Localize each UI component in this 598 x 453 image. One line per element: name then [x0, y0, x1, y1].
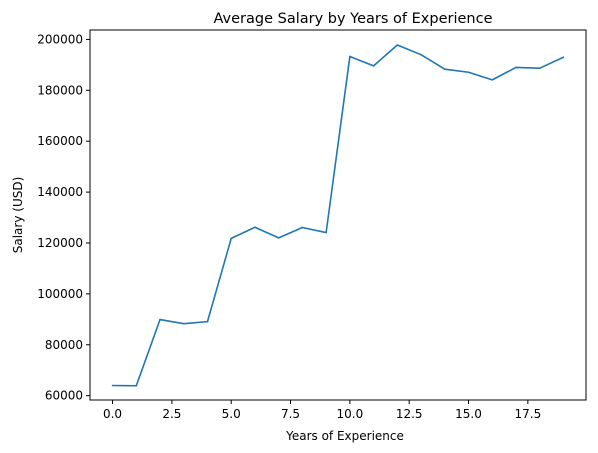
data-point [372, 65, 375, 67]
data-point [562, 56, 565, 59]
data-point [467, 71, 470, 74]
y-tick-label: 100000 [37, 287, 83, 301]
y-tick-label: 160000 [37, 134, 83, 148]
plot-area [111, 44, 565, 387]
x-tick-label: 17.5 [514, 407, 541, 421]
x-axis-label: Years of Experience [285, 429, 404, 443]
data-point [443, 68, 446, 70]
y-tick-label: 80000 [45, 338, 83, 352]
data-point [301, 226, 304, 229]
x-tick-label: 7.5 [281, 407, 300, 421]
data-point [515, 66, 517, 69]
data-point [420, 53, 422, 56]
data-point [182, 322, 185, 325]
data-point [349, 55, 351, 58]
x-tick-label: 0.0 [103, 407, 122, 421]
data-point [538, 67, 541, 69]
y-axis: 60000 80000 100000 120000 140000 160000 180000… [37, 32, 90, 403]
data-point [159, 318, 161, 321]
x-tick-label: 12.5 [396, 407, 423, 421]
y-tick-label: 180000 [37, 83, 83, 97]
x-axis: 0.0 2.5 5.0 7.5 10.0 12.5 15.0 17.5 [103, 400, 541, 421]
data-point [325, 231, 327, 234]
y-tick-label: 60000 [45, 389, 83, 403]
y-axis-label: Salary (USD) [11, 177, 25, 254]
data-point [206, 320, 209, 323]
y-tick-label: 140000 [37, 185, 83, 199]
salary-line-series [112, 44, 564, 387]
data-point [135, 384, 138, 387]
data-point [396, 44, 399, 46]
data-point [491, 79, 494, 81]
data-point [277, 237, 280, 239]
data-point [254, 226, 256, 229]
data-point [230, 237, 233, 240]
x-tick-label: 2.5 [162, 407, 181, 421]
y-tick-label: 120000 [37, 236, 83, 250]
data-point [111, 384, 114, 387]
x-tick-label: 15.0 [455, 407, 482, 421]
plot-frame [89, 29, 587, 401]
x-tick-label: 5.0 [222, 407, 241, 421]
chart-title: Average Salary by Years of Experience [213, 11, 492, 27]
y-tick-label: 200000 [37, 32, 83, 46]
x-tick-label: 10.0 [337, 407, 364, 421]
